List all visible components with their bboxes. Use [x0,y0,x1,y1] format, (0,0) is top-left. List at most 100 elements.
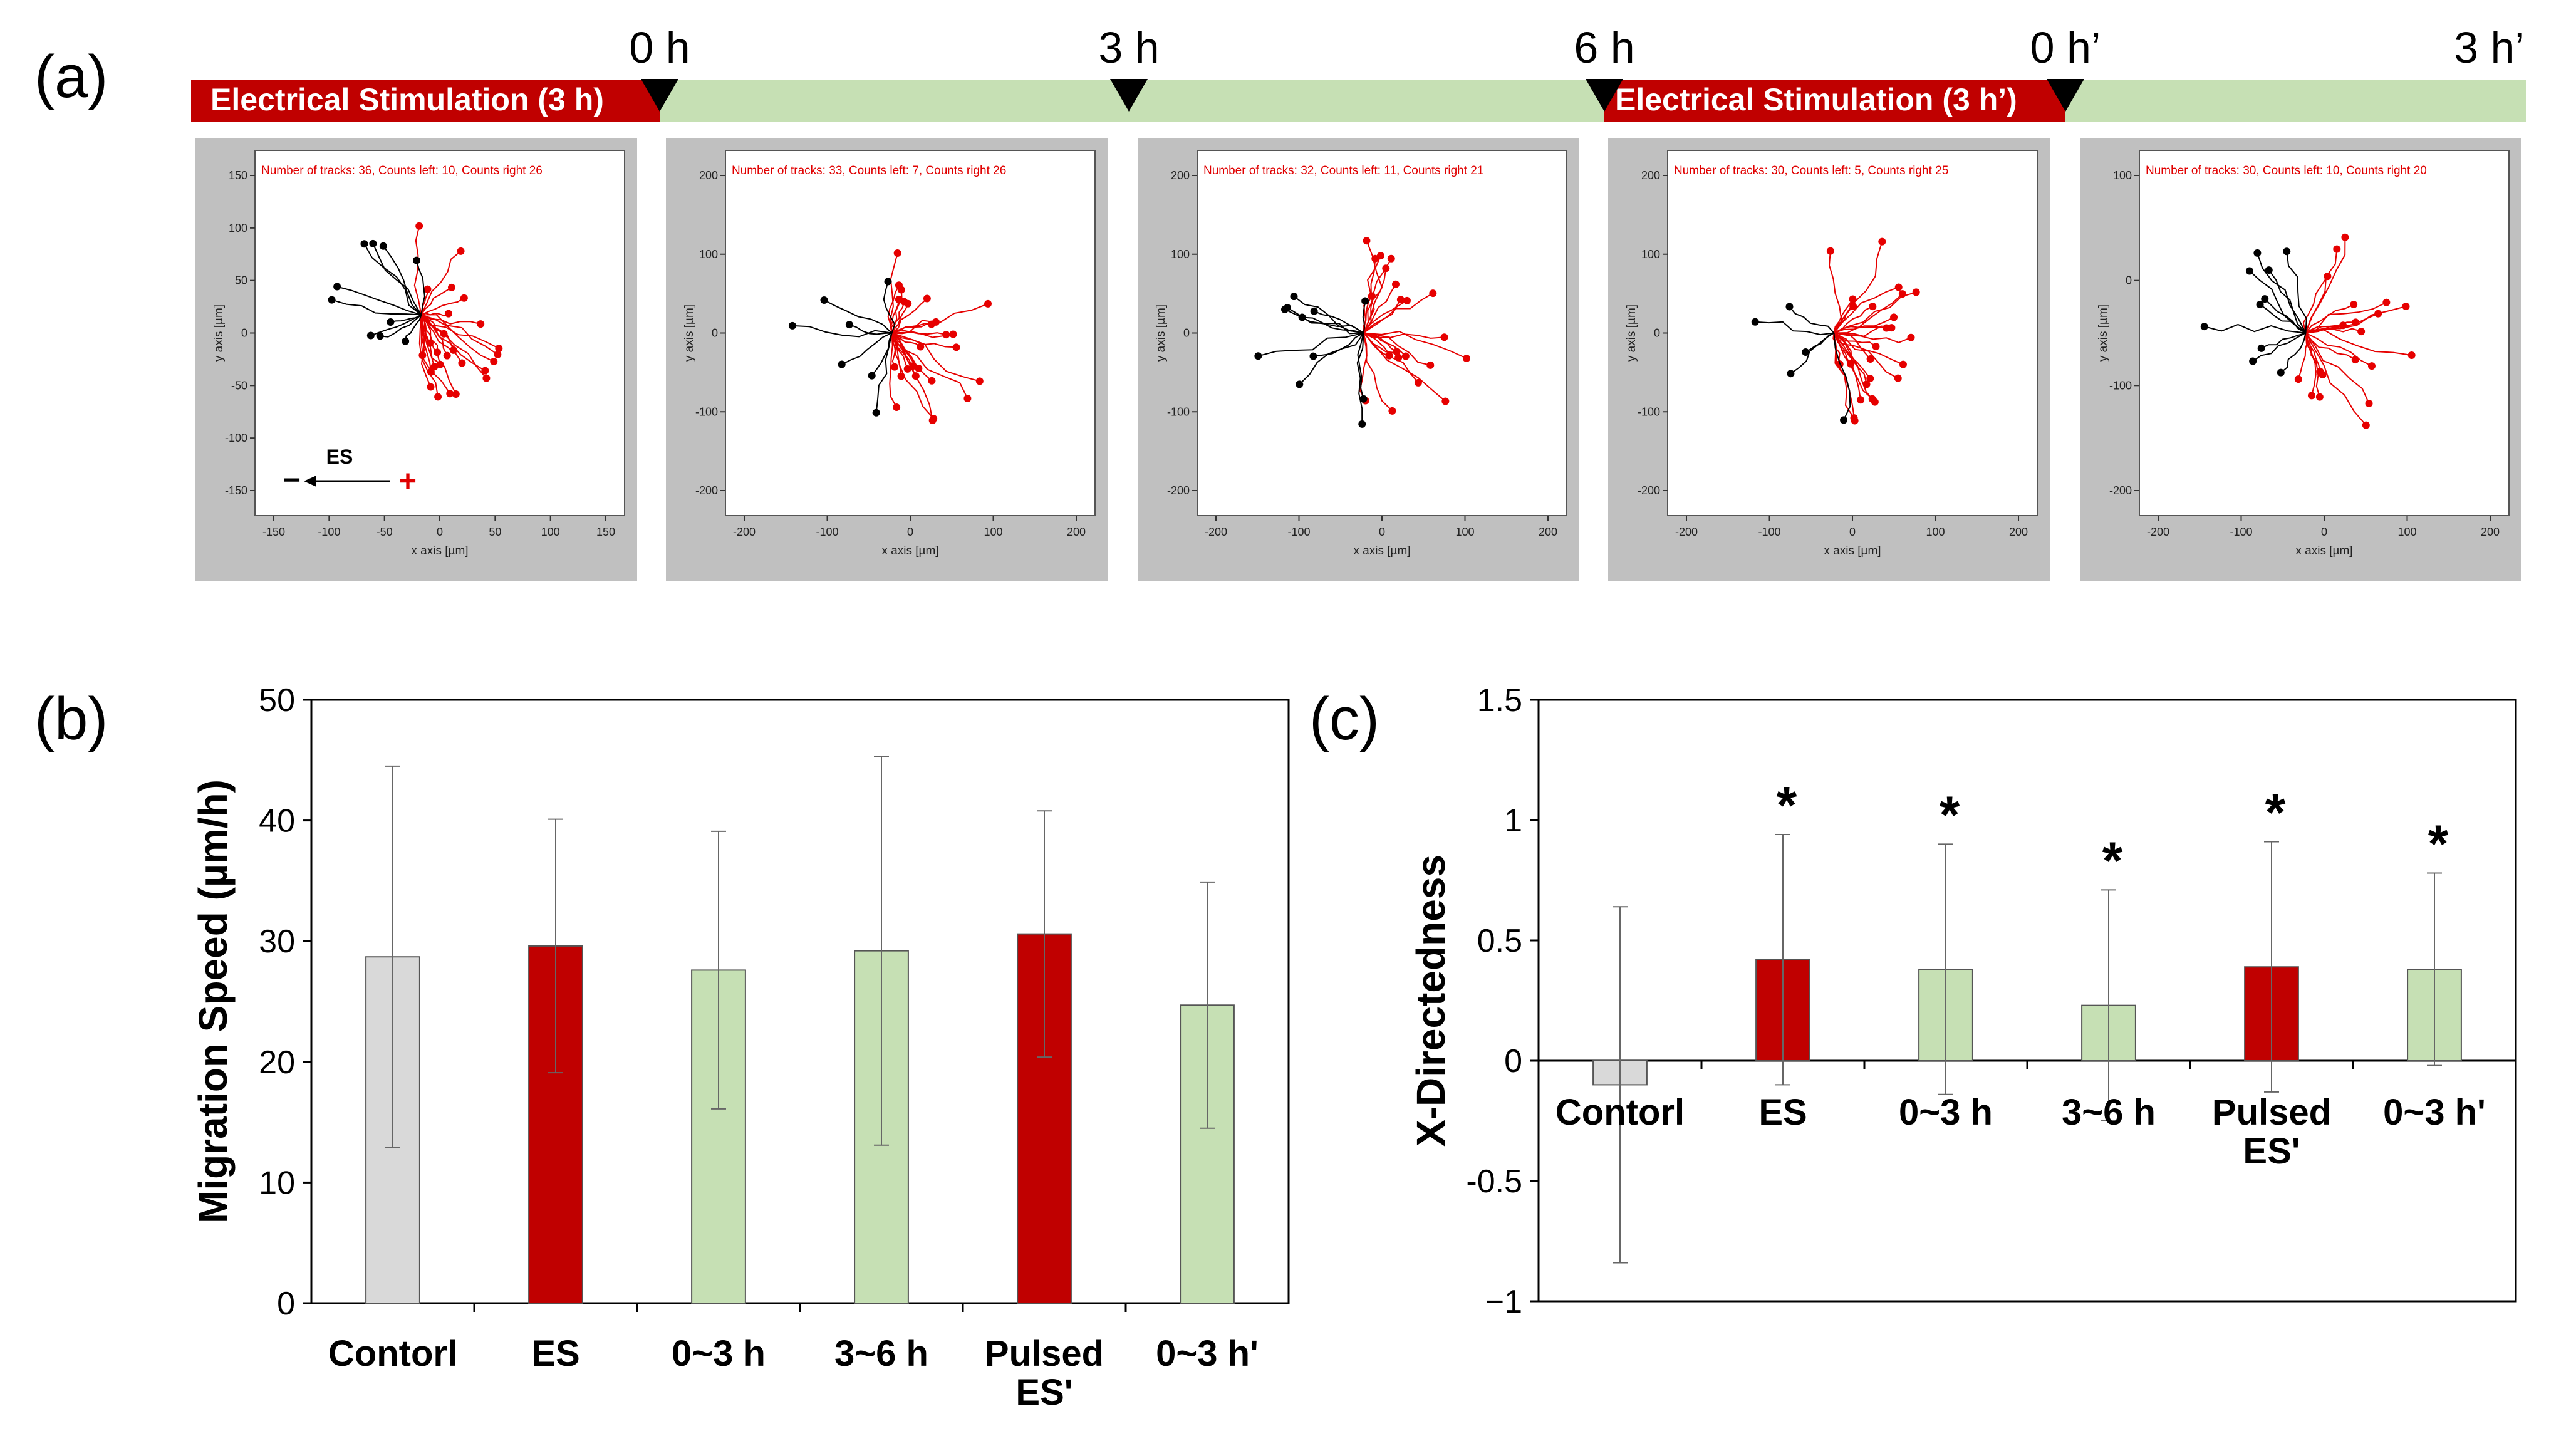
cell-track-endpoint [1898,290,1906,298]
x-tick-label: 0 [2321,526,2327,538]
cell-track-endpoint [2362,421,2370,429]
cell-track [2268,269,2307,334]
cell-track [420,314,438,353]
cell-track-endpoint [1850,414,1858,422]
cell-track-endpoint [2253,249,2262,257]
cell-track-endpoint [900,298,908,306]
cell-track-endpoint [1802,348,1810,356]
x-axis-label: x axis [µm] [2295,544,2352,558]
x-tick-label: 100 [984,526,1002,538]
cell-track-endpoint [1907,333,1915,341]
cell-track-endpoint [893,403,901,411]
cell-track-endpoint [1888,324,1896,332]
cell-track-endpoint [1309,352,1317,360]
cell-track-endpoint [895,281,903,289]
cell-track-endpoint [444,310,452,318]
cell-track-endpoint [1441,397,1450,405]
cell-track-endpoint [2257,344,2265,352]
migration-speed-chart: 0 10 20 30 40 50 Migration Speed (µm/h) Contorl… [190,682,1290,1413]
y-tick-label: 0 [2126,274,2132,287]
cell-track-endpoint [2283,247,2291,256]
y-tick-label: -150 [225,484,247,497]
y-tick-label: 0 [1654,327,1660,340]
cell-track-endpoint [452,390,460,398]
cell-track-endpoint [490,358,498,366]
cell-track-endpoint [1878,237,1886,246]
cell-track-endpoint [2249,357,2257,365]
cell-track [891,333,902,377]
y-tick-label: -50 [231,379,247,392]
cell-track [1805,332,1834,353]
cell-track-endpoint [1403,296,1411,304]
cell-track-endpoint [1894,283,1903,291]
cell-track-endpoint [942,331,950,339]
cell-track [1834,293,1903,334]
cell-track-endpoint [845,321,853,329]
cell-track [2297,333,2309,380]
cell-track [2305,333,2320,397]
cell-track [1833,333,1851,420]
cell-track-endpoint [1899,360,1907,368]
cell-track [380,314,422,338]
cell-track [2305,332,2370,404]
cell-track-endpoint [838,360,846,368]
cell-track-endpoint [1363,237,1371,245]
cell-track-endpoint [2200,323,2208,331]
x-axis-label: x axis [µm] [1824,544,1881,558]
y-tick-label: 40 [259,803,295,840]
cell-track [331,299,422,316]
cell-track [1363,332,1446,402]
cell-track-endpoint [1401,352,1410,360]
panel-label-b: (b) [34,685,108,752]
cell-track-endpoint [949,330,957,338]
es-direction-label: ES [326,445,353,468]
cell-track-endpoint [1414,378,1422,387]
y-tick-label: 1 [1504,803,1522,839]
cell-track [363,243,422,316]
cell-track [849,324,892,335]
cell-track [420,315,457,395]
significance-marker: * [2102,831,2123,890]
y-tick-label: -100 [1638,405,1660,418]
cell-track [2280,333,2307,373]
cell-track [2305,333,2367,426]
cell-track [1356,333,1364,424]
cell-track [891,303,909,334]
cell-track-endpoint [1440,333,1448,341]
x-axis-label: x axis [µm] [881,544,938,558]
x-tick-label: -150 [262,526,285,538]
cell-track [1833,332,1876,403]
y-tick-label: 50 [235,274,247,287]
cell-track-endpoint [1376,252,1384,260]
y-tick-label: 0.5 [1477,923,1522,959]
x-tick-label: 100 [1455,526,1474,538]
x-tick-label: 200 [1539,526,1557,538]
category-label: Contorl [1555,1092,1685,1133]
x-tick-label: -100 [318,526,340,538]
cell-track-endpoint [1396,296,1405,304]
x-tick-label: 200 [2009,526,2028,538]
cell-track [1833,286,1899,334]
cell-track [2305,301,2387,334]
cell-track-endpoint [360,240,368,248]
y-tick-label: 20 [259,1044,295,1081]
cell-track-endpoint [413,256,421,264]
cell-track-endpoint [2350,301,2358,309]
time-label: 3 h [1098,23,1159,72]
cell-track [1834,332,1899,379]
category-label: 3~6 h [2062,1092,2156,1133]
category-label: ES [531,1333,579,1374]
cell-track-endpoint [460,294,468,302]
cell-track-endpoint [1869,303,1877,311]
time-label: 6 h [1574,23,1634,72]
cell-track-endpoint [1866,355,1874,363]
cell-track [1287,307,1364,335]
cell-track-endpoint [2367,362,2376,370]
cell-track-endpoint [1840,416,1848,424]
cell-track-endpoint [447,283,455,291]
cell-track-endpoint [923,294,931,303]
cell-track-endpoint [1296,380,1304,388]
cell-track-endpoint [1368,292,1376,300]
y-tick-label: 0 [277,1286,295,1322]
y-tick-label: -100 [225,432,247,444]
